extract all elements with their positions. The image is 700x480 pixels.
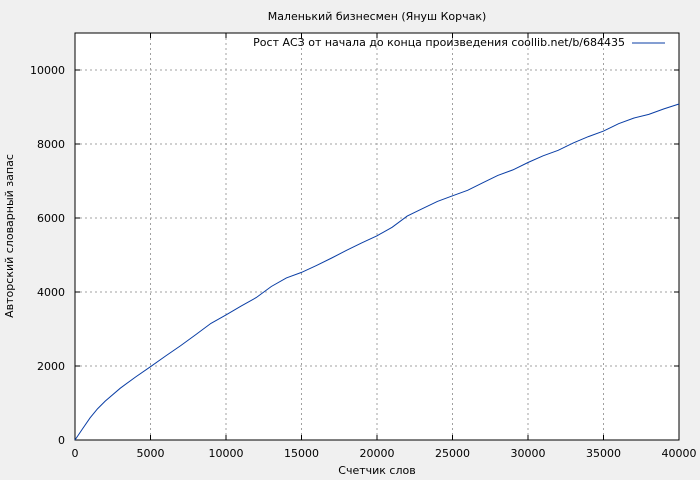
- y-tick-label: 4000: [37, 286, 65, 299]
- grid-lines: [75, 33, 679, 440]
- legend-label: Рост АСЗ от начала до конца произведения…: [253, 36, 625, 49]
- x-tick-label: 40000: [662, 447, 697, 460]
- x-tick-label: 20000: [360, 447, 395, 460]
- x-tick-label: 10000: [209, 447, 244, 460]
- y-tick-label: 2000: [37, 360, 65, 373]
- series-line: [74, 103, 680, 441]
- chart-title: Маленький бизнесмен (Януш Корчак): [268, 10, 487, 23]
- x-tick-label: 35000: [586, 447, 621, 460]
- y-tick-label: 0: [58, 434, 65, 447]
- x-tick-label: 0: [72, 447, 79, 460]
- y-axis-label: Авторский словарный запас: [3, 154, 16, 318]
- y-tick-label: 6000: [37, 212, 65, 225]
- series-layer: [74, 103, 680, 441]
- x-tick-label: 25000: [435, 447, 470, 460]
- axis-ticks: 0 5000 10000 15000 20000 25000 30000 35000 40000…: [30, 33, 697, 460]
- x-tick-label: 15000: [284, 447, 319, 460]
- x-tick-label: 30000: [511, 447, 546, 460]
- legend: Рост АСЗ от начала до конца произведения…: [253, 36, 665, 49]
- y-tick-label: 10000: [30, 64, 65, 77]
- x-tick-label: 5000: [137, 447, 165, 460]
- y-tick-label: 8000: [37, 138, 65, 151]
- x-axis-label: Счетчик слов: [338, 464, 415, 477]
- plot-area: [75, 33, 679, 440]
